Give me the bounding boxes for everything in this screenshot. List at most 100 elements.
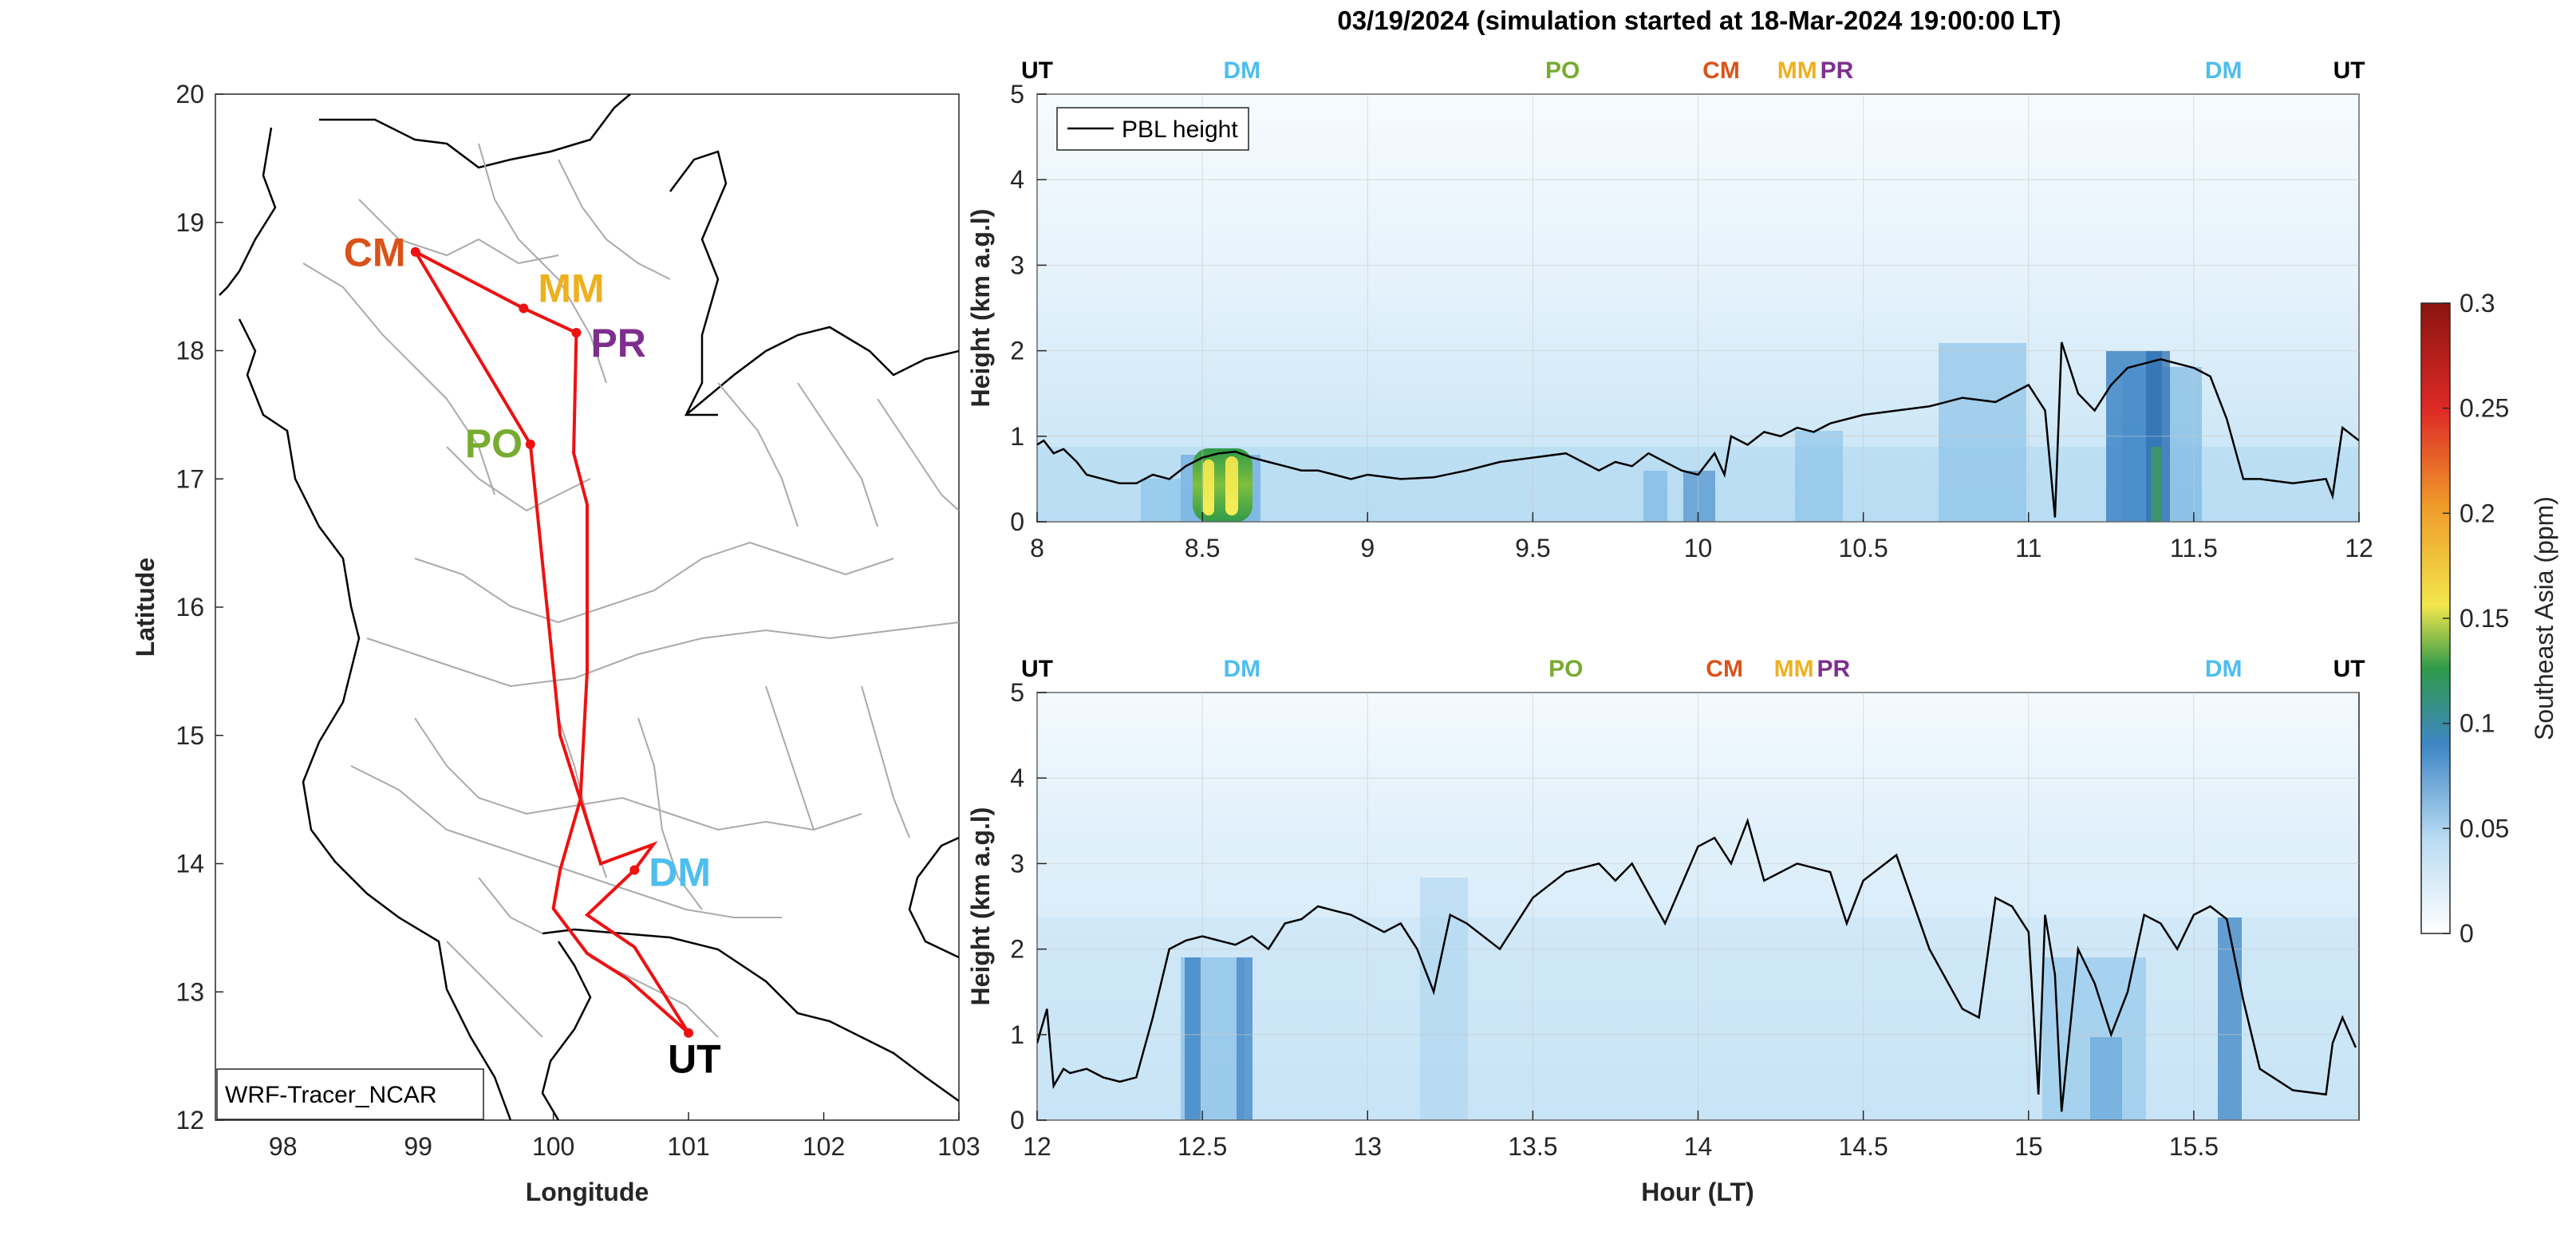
map-x-ticks: 98 99 100 101 102 103: [269, 1112, 980, 1161]
concentration-band: [1141, 479, 1181, 522]
site-label-pr: PR: [590, 321, 645, 365]
y-tick-label: 1: [1010, 1020, 1024, 1049]
x-tick-label: 15: [2014, 1132, 2043, 1161]
site-tag-dm: DM: [2205, 57, 2243, 84]
map-y-tick-label: 14: [176, 850, 204, 878]
colorbar-tick-label: 0.25: [2460, 394, 2509, 423]
colorbar-tick-label: 0.05: [2460, 814, 2509, 843]
x-tick-label: 11.5: [2170, 534, 2218, 562]
y-tick-label: 3: [1010, 849, 1024, 878]
map-y-tick-label: 20: [176, 80, 204, 109]
x-tick-label: 13: [1353, 1132, 1382, 1161]
x-tick-label: 11: [2015, 534, 2041, 562]
site-tag-po: PO: [1548, 656, 1583, 682]
y-tick-label: 2: [1010, 935, 1024, 964]
y-tick-label: 3: [1010, 251, 1024, 279]
site-label-dm: DM: [649, 850, 711, 895]
heatmap-bottom-y-ticks: 0 1 2 3 4 5: [1010, 678, 1047, 1135]
map-y-label: Latitude: [131, 558, 160, 657]
site-tag-ut: UT: [2333, 57, 2365, 84]
y-tick-label: 0: [1010, 1106, 1024, 1135]
map-legend-box: [216, 1068, 484, 1120]
pbl-height-line: [1037, 817, 2357, 1112]
x-tick-label: 12: [1023, 1132, 1051, 1161]
site-label-ut: UT: [668, 1037, 721, 1082]
province-boundaries: [302, 143, 959, 1038]
concentration-band: [2218, 917, 2242, 1120]
heatmap-top-x-ticks: 8 8.5 9 9.5 10 10.5 11 11.5 12: [1030, 512, 2373, 562]
site-marker-mm: [519, 303, 529, 314]
y-tick-label: 2: [1010, 337, 1024, 365]
map-x-tick-label: 100: [532, 1132, 574, 1161]
concentration-band: [1643, 471, 1667, 522]
map-legend: WRF-Tracer_NCAR: [216, 1068, 484, 1120]
concentration-band: [1939, 343, 2026, 522]
site-tag-mm: MM: [1777, 57, 1817, 84]
colorbar-tick-label: 0.3: [2460, 289, 2495, 318]
site-tag-cm: CM: [1706, 656, 1743, 682]
x-tick-label: 12.5: [1178, 1132, 1227, 1161]
heatmap-top-y-ticks: 0 1 2 3 4 5: [1010, 80, 1047, 536]
concentration-peak: [2151, 447, 2162, 522]
site-label-mm: MM: [538, 266, 604, 310]
site-marker-po: [525, 439, 535, 449]
concentration-band: [1237, 957, 1252, 1120]
x-tick-label: 12: [2345, 534, 2373, 562]
concentration-peak: [1203, 460, 1214, 515]
heatmap-bottom-x-label: Hour (LT): [1641, 1178, 1754, 1206]
heatmap-top-gridlines: [1036, 93, 2360, 523]
colorbar: 0 0.05 0.1 0.15 0.2 0.25 0.3 Southeast Asia (p…: [2420, 289, 2558, 948]
heatmap-bottom-x-ticks: 12 12.5 13 13.5 14 14.5 15 15.5: [1023, 1111, 2219, 1161]
colorbar-tick-label: 0.2: [2460, 499, 2495, 527]
site-label-po: PO: [465, 421, 523, 466]
site-tag-pr: PR: [1821, 57, 1854, 84]
pbl-legend: PBL height: [1056, 107, 1249, 151]
y-tick-label: 4: [1010, 764, 1024, 792]
heatmap-bottom-y-label: Height (km a.g.l): [966, 807, 995, 1006]
colorbar-ticks: 0 0.05 0.1 0.15 0.2 0.25 0.3: [2443, 289, 2509, 948]
map-x-label: Longitude: [526, 1178, 649, 1206]
map-x-tick-label: 103: [937, 1132, 980, 1161]
concentration-band: [1683, 471, 1715, 522]
map-x-tick-label: 99: [404, 1132, 432, 1161]
site-marker-pr: [571, 327, 582, 337]
x-tick-label: 10.5: [1838, 534, 1888, 562]
site-marker-dm: [629, 865, 640, 875]
pbl-legend-label: PBL height: [1122, 116, 1238, 143]
map-y-tick-label: 17: [176, 464, 204, 493]
concentration-band: [2090, 1037, 2122, 1120]
site-tag-dm: DM: [1224, 656, 1261, 682]
site-tag-po: PO: [1545, 57, 1580, 84]
colorbar-label: Southeast Asia (ppm): [2530, 496, 2558, 740]
x-tick-label: 14.5: [1838, 1132, 1888, 1161]
colorbar-tick-label: 0: [2460, 919, 2474, 948]
map-y-tick-label: 12: [176, 1106, 204, 1135]
map-y-tick-label: 19: [176, 208, 204, 237]
y-tick-label: 4: [1010, 165, 1024, 194]
x-tick-label: 9: [1360, 534, 1375, 562]
x-tick-label: 13.5: [1508, 1132, 1557, 1161]
x-tick-label: 15.5: [2169, 1132, 2219, 1161]
x-tick-label: 14: [1684, 1132, 1713, 1161]
concentration-peak: [1225, 456, 1238, 515]
y-tick-label: 1: [1010, 422, 1024, 451]
x-tick-label: 8: [1030, 534, 1044, 562]
concentration-band: [1420, 878, 1468, 1120]
map-boundaries: [219, 94, 959, 1120]
x-tick-label: 9.5: [1515, 534, 1550, 562]
site-label-cm: CM: [344, 231, 406, 275]
site-marker-ut: [684, 1028, 694, 1038]
site-markers: CM MM PR PO DM UT: [344, 231, 721, 1082]
concentration-peak: [1193, 448, 1252, 522]
concentration-band: [1185, 957, 1201, 1120]
site-tag-pr: PR: [1817, 656, 1850, 682]
site-tag-mm: MM: [1774, 656, 1814, 682]
site-marker-cm: [410, 247, 420, 257]
x-tick-label: 8.5: [1185, 534, 1220, 562]
trajectory-line: [411, 247, 690, 1035]
site-tag-ut: UT: [1021, 656, 1053, 682]
heatmap-bottom-gridlines: [1036, 692, 2359, 1121]
concentration-band: [1795, 431, 1843, 522]
